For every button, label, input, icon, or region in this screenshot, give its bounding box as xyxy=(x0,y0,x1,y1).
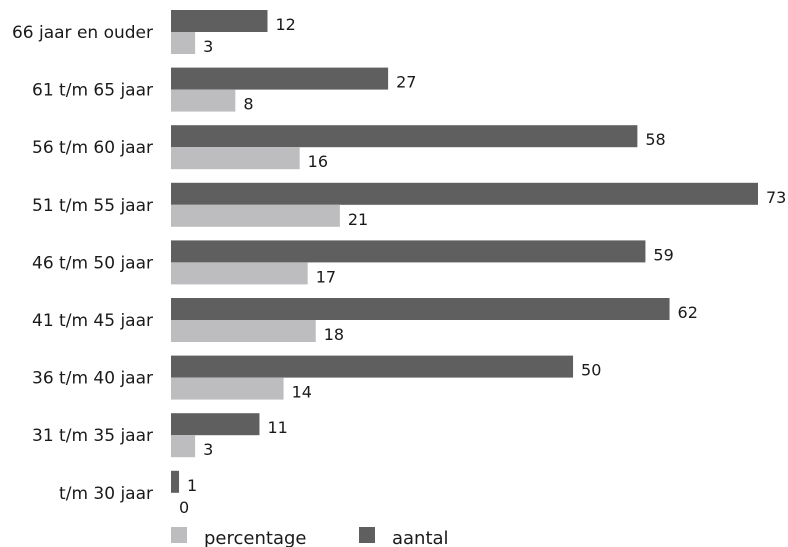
category-label-51-t-m-55-jaar: 51 t/m 55 jaar xyxy=(32,196,153,216)
value-label-aantal-66-jaar-en-ouder: 12 xyxy=(275,15,295,34)
legend-label-percentage: percentage xyxy=(204,528,306,547)
bar-percentage-36-t-m-40-jaar xyxy=(171,377,284,400)
value-label-percentage-36-t-m-40-jaar: 14 xyxy=(292,383,312,402)
category-label-31-t-m-35-jaar: 31 t/m 35 jaar xyxy=(32,426,153,446)
legend: percentage aantal xyxy=(171,527,449,547)
value-label-percentage-31-t-m-35-jaar: 3 xyxy=(203,440,213,459)
value-label-aantal-46-t-m-50-jaar: 59 xyxy=(653,245,673,264)
value-label-percentage-66-jaar-en-ouder: 3 xyxy=(203,37,213,56)
category-label-46-t-m-50-jaar: 46 t/m 50 jaar xyxy=(32,253,153,273)
bar-aantal-t-m-30-jaar xyxy=(171,470,180,493)
category-label-41-t-m-45-jaar: 41 t/m 45 jaar xyxy=(32,311,153,331)
bar-percentage-41-t-m-45-jaar xyxy=(171,320,316,342)
value-label-percentage-56-t-m-60-jaar: 16 xyxy=(308,152,328,171)
legend-label-aantal: aantal xyxy=(392,528,449,547)
bar-percentage-56-t-m-60-jaar xyxy=(171,147,300,170)
bar-aantal-61-t-m-65-jaar xyxy=(171,67,389,90)
value-label-percentage-46-t-m-50-jaar: 17 xyxy=(316,267,336,286)
category-label-61-t-m-65-jaar: 61 t/m 65 jaar xyxy=(32,81,153,101)
category-label-56-t-m-60-jaar: 56 t/m 60 jaar xyxy=(32,138,153,158)
bars xyxy=(171,10,758,493)
legend-swatch-percentage xyxy=(171,527,187,543)
value-label-percentage-61-t-m-65-jaar: 8 xyxy=(243,95,253,114)
value-label-aantal-36-t-m-40-jaar: 50 xyxy=(581,361,601,380)
value-label-percentage-t-m-30-jaar: 0 xyxy=(179,498,189,517)
value-label-aantal-t-m-30-jaar: 1 xyxy=(187,476,197,495)
bar-percentage-51-t-m-55-jaar xyxy=(171,204,340,227)
bar-percentage-46-t-m-50-jaar xyxy=(171,262,308,285)
category-label-t-m-30-jaar: t/m 30 jaar xyxy=(59,484,153,504)
bar-percentage-31-t-m-35-jaar xyxy=(171,435,196,458)
category-labels: 66 jaar en ouder 61 t/m 65 jaar 56 t/m 60 … xyxy=(12,23,153,504)
value-label-aantal-41-t-m-45-jaar: 62 xyxy=(678,303,698,322)
value-label-aantal-61-t-m-65-jaar: 27 xyxy=(396,73,416,92)
bar-aantal-66-jaar-en-ouder xyxy=(171,10,268,32)
bar-percentage-61-t-m-65-jaar xyxy=(171,89,236,112)
value-label-aantal-56-t-m-60-jaar: 58 xyxy=(645,130,665,149)
legend-swatch-aantal xyxy=(359,527,375,543)
value-label-aantal-51-t-m-55-jaar: 73 xyxy=(766,188,786,207)
bar-aantal-46-t-m-50-jaar xyxy=(171,240,646,263)
value-label-aantal-31-t-m-35-jaar: 11 xyxy=(267,418,287,437)
category-label-66-jaar-en-ouder: 66 jaar en ouder xyxy=(12,23,153,43)
bar-aantal-56-t-m-60-jaar xyxy=(171,125,638,148)
value-label-percentage-41-t-m-45-jaar: 18 xyxy=(324,325,344,344)
bar-aantal-31-t-m-35-jaar xyxy=(171,413,260,436)
bar-aantal-41-t-m-45-jaar xyxy=(171,298,670,320)
bar-aantal-51-t-m-55-jaar xyxy=(171,182,758,205)
value-label-percentage-51-t-m-55-jaar: 21 xyxy=(348,210,368,229)
category-label-36-t-m-40-jaar: 36 t/m 40 jaar xyxy=(32,369,153,389)
bar-aantal-36-t-m-40-jaar xyxy=(171,355,574,378)
bar-percentage-66-jaar-en-ouder xyxy=(171,32,196,54)
